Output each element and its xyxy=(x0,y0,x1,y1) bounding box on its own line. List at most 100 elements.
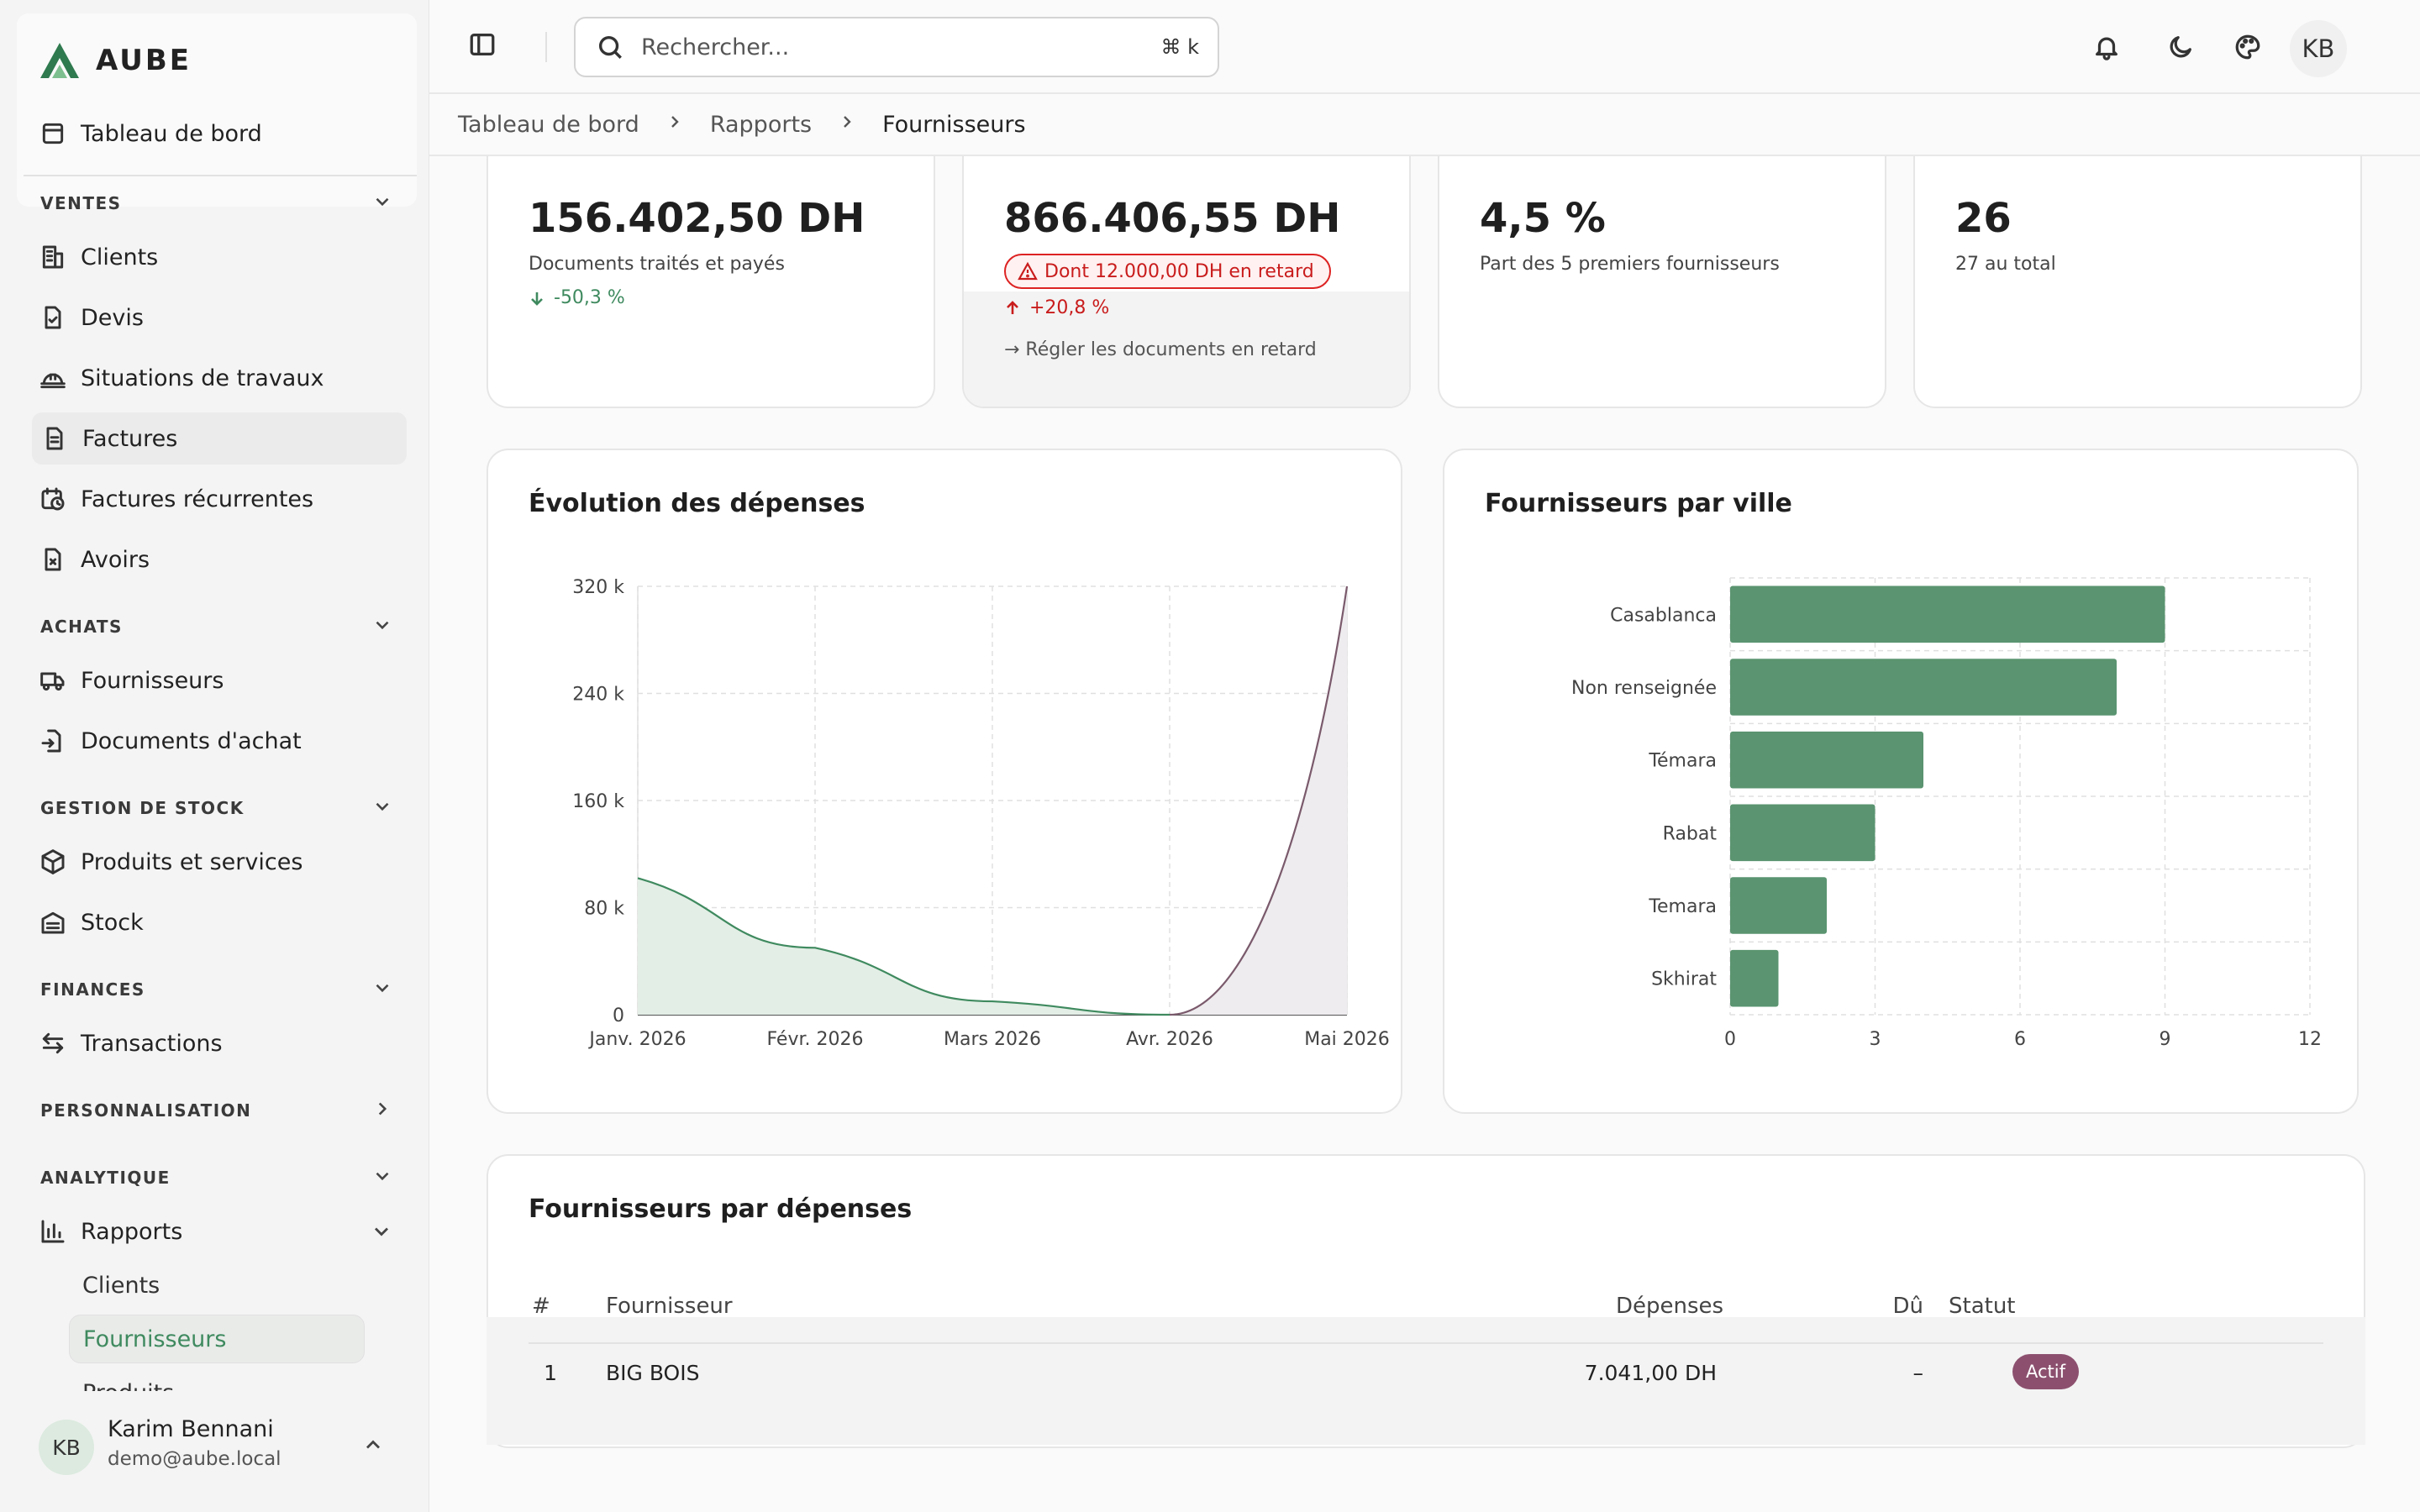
section-ventes[interactable]: VENTES xyxy=(40,186,393,220)
sidebar-item-factures-recurrentes[interactable]: Factures récurrentes xyxy=(30,473,405,525)
section-label: PERSONNALISATION xyxy=(40,1100,252,1121)
column-header-spend[interactable]: Dépenses xyxy=(1616,1294,1724,1319)
user-name: Karim Bennani xyxy=(108,1416,274,1442)
sidebar-item-clients[interactable]: Clients xyxy=(30,231,405,283)
bar xyxy=(1730,949,1779,1007)
breadcrumb-item[interactable]: Tableau de bord xyxy=(458,111,639,138)
series-line xyxy=(637,877,1171,1016)
chart-title: Fournisseurs par ville xyxy=(1485,489,1792,518)
sidebar-item-documents-achat[interactable]: Documents d'achat xyxy=(30,715,405,767)
sidebar-item-devis[interactable]: Devis xyxy=(30,291,405,344)
kpi-value: 4,5 % xyxy=(1480,195,1606,242)
sidebar-toggle-button[interactable] xyxy=(468,30,502,64)
subitem-label: Fournisseurs xyxy=(83,1326,227,1352)
truck-icon xyxy=(39,666,67,695)
bell-icon xyxy=(2096,37,2118,60)
sidebar-item-fournisseurs[interactable]: Fournisseurs xyxy=(30,654,405,706)
main-content: 156.402,50 DH Documents traités et payés… xyxy=(429,0,2420,1512)
section-achats[interactable]: ACHATS xyxy=(40,610,393,643)
x-tick-label: 0 xyxy=(1724,1029,1736,1050)
area-chart: 0 80 k 160 k 240 k 320 k Janv. 2026 Févr. 2026… xyxy=(572,577,1390,1050)
section-finances[interactable]: FINANCES xyxy=(40,973,393,1006)
sidebar-item-transactions[interactable]: Transactions xyxy=(30,1017,405,1069)
section-label: VENTES xyxy=(40,193,122,213)
x-tick-label: Mai 2026 xyxy=(1304,1029,1390,1050)
kpi-card-supplier-count: 26 27 au total xyxy=(1913,126,2362,408)
sidebar-subitem-fournisseurs[interactable]: Fournisseurs xyxy=(69,1315,365,1363)
x-tick-label: Janv. 2026 xyxy=(587,1029,686,1050)
column-header-due[interactable]: Dû xyxy=(1892,1294,1924,1319)
chart-title: Évolution des dépenses xyxy=(529,489,865,518)
section-label: ACHATS xyxy=(40,617,123,637)
breadcrumb-item[interactable]: Rapports xyxy=(709,111,813,138)
chevron-right-icon xyxy=(639,112,710,138)
chevron-down-icon xyxy=(371,191,393,217)
kpi-trend: -50,3 % xyxy=(529,287,625,308)
chevron-right-icon xyxy=(812,112,882,138)
category-label: Rabat xyxy=(1663,823,1718,844)
chart-card-cities: Fournisseurs par ville 0 3 6 9 12 Casablanca N… xyxy=(1443,449,2359,1114)
sidebar-item-stock[interactable]: Stock xyxy=(30,896,405,948)
avatar[interactable]: KB xyxy=(2290,20,2347,77)
section-gestion-stock[interactable]: GESTION DE STOCK xyxy=(40,791,393,825)
section-analytique[interactable]: ANALYTIQUE xyxy=(40,1161,393,1194)
notifications-button[interactable] xyxy=(2088,29,2125,66)
sidebar-item-label: Rapports xyxy=(81,1218,183,1245)
x-tick-label: 3 xyxy=(1870,1029,1881,1050)
arrow-up-icon xyxy=(1007,300,1018,314)
x-tick-label: Mars 2026 xyxy=(944,1029,1041,1050)
kpi-card-total: 866.406,55 DH Dont 12.000,00 DH en retar… xyxy=(962,126,1411,408)
sidebar-subitem-clients[interactable]: Clients xyxy=(69,1261,365,1310)
cell-supplier[interactable]: BIG BOIS xyxy=(606,1361,700,1385)
document-x-icon xyxy=(39,545,67,574)
sidebar-item-rapports[interactable]: Rapports xyxy=(30,1205,395,1257)
kpi-trend-value: +20,8 % xyxy=(1029,297,1110,318)
sidebar-item-factures[interactable]: Factures xyxy=(32,412,407,465)
search-input[interactable]: Rechercher... ⌘ k xyxy=(574,17,1219,77)
series-line xyxy=(1169,585,1349,1016)
column-header-num: # xyxy=(532,1294,550,1319)
overdue-badge: Dont 12.000,00 DH en retard xyxy=(1004,254,1331,289)
calendar-clock-icon xyxy=(39,485,67,513)
x-tick-label: Févr. 2026 xyxy=(766,1029,863,1050)
package-icon xyxy=(39,848,67,876)
sidebar-item-label: Fournisseurs xyxy=(81,667,224,694)
column-header-supplier[interactable]: Fournisseur xyxy=(606,1294,733,1319)
sidebar-item-label: Documents d'achat xyxy=(81,727,302,754)
kpi-subtitle: 27 au total xyxy=(1955,254,2056,275)
top-bar: Rechercher... ⌘ k KB xyxy=(429,0,2420,94)
sidebar-item-produits[interactable]: Produits et services xyxy=(30,836,405,888)
sidebar-item-label: Stock xyxy=(81,909,144,936)
brand-logo[interactable]: AUBE xyxy=(37,37,192,84)
sidebar-item-situations[interactable]: Situations de travaux xyxy=(30,352,405,404)
section-personnalisation[interactable]: PERSONNALISATION xyxy=(40,1094,393,1127)
cell-due: – xyxy=(1912,1361,1924,1385)
column-header-status[interactable]: Statut xyxy=(1949,1294,2016,1319)
user-menu[interactable]: KB Karim Bennani demo@aube.local xyxy=(0,1391,425,1512)
chevron-down-icon xyxy=(371,614,393,640)
hard-hat-icon xyxy=(39,364,67,392)
bar xyxy=(1730,804,1876,862)
settle-overdue-link[interactable]: → Régler les documents en retard xyxy=(1004,339,1317,360)
bar-chart: 0 3 6 9 12 Casablanca Non renseignée Témara Raba… xyxy=(1571,577,2322,1050)
sidebar-item-label: Clients xyxy=(81,244,159,270)
section-label: ANALYTIQUE xyxy=(40,1168,171,1188)
category-label: Skhirat xyxy=(1651,969,1717,990)
y-tick-label: 240 k xyxy=(572,685,624,706)
palette-button[interactable] xyxy=(2229,29,2266,66)
kpi-value: 26 xyxy=(1955,195,2012,242)
bar xyxy=(1730,877,1827,934)
divider xyxy=(529,1342,2323,1344)
search-placeholder: Rechercher... xyxy=(641,34,790,60)
moon-icon xyxy=(2170,36,2191,58)
theme-toggle-button[interactable] xyxy=(2162,29,2199,66)
divider xyxy=(545,32,547,62)
sidebar-item-avoirs[interactable]: Avoirs xyxy=(30,533,405,585)
category-label: Casablanca xyxy=(1610,605,1717,626)
sidebar-item-dashboard[interactable]: Tableau de bord xyxy=(30,108,405,160)
sidebar-item-label: Tableau de bord xyxy=(81,120,262,147)
table-row-background xyxy=(487,1317,2365,1445)
overdue-text: Dont 12.000,00 DH en retard xyxy=(1044,260,1314,282)
kpi-value: 156.402,50 DH xyxy=(529,195,865,242)
search-icon xyxy=(596,33,624,61)
